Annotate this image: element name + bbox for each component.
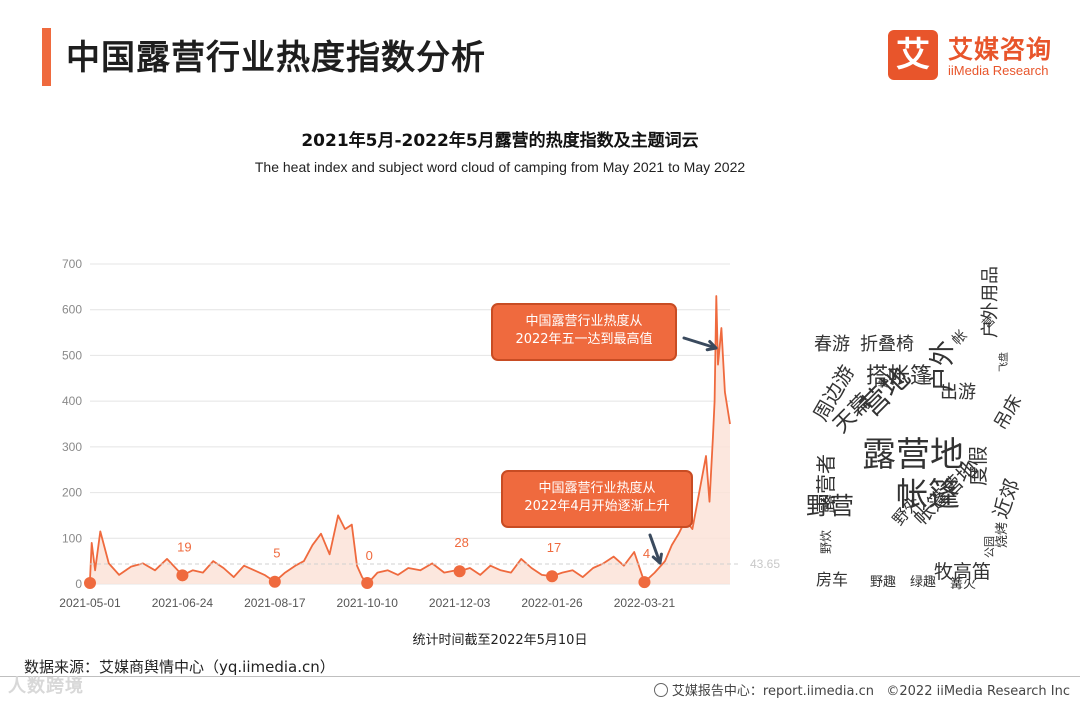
logo-en-text: iiMedia Research [948, 63, 1049, 78]
cloud-word: 搭帐篷 [866, 364, 933, 389]
low-point-label: 0 [366, 548, 373, 563]
cloud-word: 露营者 [814, 454, 838, 514]
data-source: 数据来源：艾媒商舆情中心（yq.iimedia.cn） [24, 658, 335, 676]
cloud-word: 房车 [816, 570, 849, 589]
cloud-word: 帐篷 [896, 475, 961, 513]
cloud-word: 烤 [879, 378, 890, 388]
cloud-word: 篝火 [950, 577, 977, 592]
cloud-word: 露营地 [862, 435, 964, 475]
x-tick-label: 2022-01-26 [521, 596, 583, 610]
subject-word-cloud: 露营地 帐篷 野营 户外 搭帐篷 天幕 营地 露营者 周边游 牧高笛 户外用品 吊床 度假 出游 折叠椅 春游… [800, 266, 1036, 596]
y-tick-label: 400 [62, 394, 82, 408]
cloud-word: 野炊 [819, 529, 833, 554]
series-line [89, 295, 731, 585]
cloud-word: 春游 [814, 334, 850, 355]
callout-peak: 中国露营行业热度从 2022年五一达到最高值 [491, 303, 677, 361]
low-point-marker [268, 575, 281, 588]
y-tick-label: 700 [62, 257, 82, 271]
cloud-word: 烧烤 [995, 521, 1010, 548]
logo-cn-text: 艾媒咨询 [948, 35, 1053, 64]
arrow-peak [682, 336, 718, 350]
arrow-rise [648, 533, 662, 565]
x-tick-label: 2021-06-24 [152, 596, 214, 610]
cloud-word: 飞盘 [999, 352, 1010, 372]
y-tick-label: 500 [62, 348, 82, 362]
low-point-label: 5 [273, 546, 280, 561]
callout-rise: 中国露营行业热度从 2022年4月开始逐渐上升 [501, 470, 693, 528]
report-center[interactable]: 艾媒报告中心：report.iimedia.cn [671, 684, 874, 699]
page-title: 中国露营行业热度指数分析 [66, 38, 486, 78]
globe-icon [653, 683, 668, 697]
low-point-label: 4 [643, 546, 650, 561]
callout-peak-line2: 2022年五一达到最高值 [515, 332, 653, 347]
x-tick-label: 2021-10-10 [337, 596, 399, 610]
chart-subtitle: The heat index and subject word cloud of… [254, 159, 746, 175]
cloud-word: 野营 [806, 492, 854, 520]
cloud-word: 野趣 [870, 575, 897, 590]
x-tick-label: 2021-12-03 [429, 596, 491, 610]
iimedia-logo: 艾 艾媒咨询 iiMedia Research [888, 30, 1068, 82]
callout-rise-line2: 2022年4月开始逐渐上升 [524, 499, 670, 514]
callout-rise-line1: 中国露营行业热度从 [538, 481, 656, 496]
cloud-word: 野外 [888, 492, 924, 529]
x-tick-label: 2021-08-17 [244, 596, 306, 610]
cloud-word: 吊床 [990, 391, 1027, 434]
y-tick-label: 0 [75, 577, 82, 591]
y-tick-label: 200 [62, 486, 82, 500]
watermark: 人数跨境 [8, 676, 84, 697]
low-point-marker [546, 570, 559, 583]
arrow-rise-head [651, 552, 663, 565]
cloud-word: 绿趣 [910, 575, 937, 590]
y-tick-label: 300 [62, 440, 82, 454]
low-point-marker [176, 569, 189, 582]
chart-title: 2021年5月-2022年5月露营的热度指数及主题词云 [301, 131, 699, 151]
logo-mark: 艾 [888, 30, 938, 80]
y-tick-label: 600 [62, 303, 82, 317]
arrow-peak-head [705, 340, 718, 352]
cloud-word: 牧高笛 [934, 561, 992, 583]
stat-note: 统计时间截至2022年5月10日 [412, 633, 588, 648]
low-point-marker [361, 577, 374, 589]
footer-right: 艾媒报告中心：report.iimedia.cn ©2022 iiMedia R… [653, 680, 1070, 699]
cloud-word: 折叠椅 [860, 334, 914, 355]
cloud-word: 公园 [983, 536, 996, 558]
y-tick-label: 100 [62, 531, 82, 545]
average-label: 43.65 [750, 557, 780, 571]
low-point-label: 19 [177, 539, 191, 554]
cloud-word: 近郊 [988, 475, 1025, 522]
title-accent-bar [42, 28, 51, 86]
low-point-marker [638, 576, 651, 589]
x-tick-label: 2021-05-01 [59, 596, 121, 610]
low-point-label: 28 [454, 535, 468, 550]
callout-peak-line1: 中国露营行业热度从 [525, 314, 643, 329]
x-tick-label: 2022-03-21 [614, 596, 676, 610]
copyright: ©2022 iiMedia Research Inc [886, 684, 1070, 699]
footer-divider [0, 676, 1080, 677]
low-point-marker [453, 565, 466, 578]
low-point-marker [84, 577, 96, 589]
low-point-label: 17 [547, 540, 561, 555]
cloud-word: 出游 [940, 382, 976, 403]
